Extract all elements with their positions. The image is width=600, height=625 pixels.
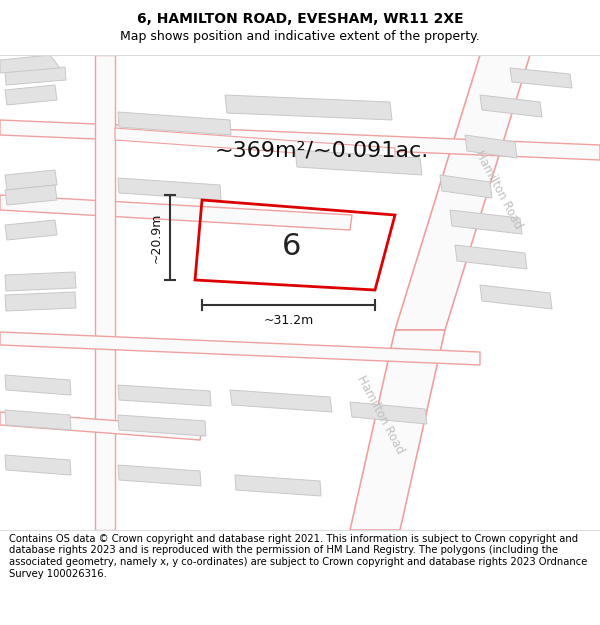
Text: Hamilton Road: Hamilton Road	[472, 149, 524, 231]
Polygon shape	[95, 55, 115, 530]
Polygon shape	[295, 150, 422, 175]
Polygon shape	[118, 112, 231, 135]
Polygon shape	[510, 68, 572, 88]
Polygon shape	[0, 195, 352, 230]
Polygon shape	[440, 175, 492, 198]
Polygon shape	[5, 410, 71, 430]
Polygon shape	[5, 455, 71, 475]
Polygon shape	[118, 415, 206, 436]
Polygon shape	[5, 185, 57, 205]
Polygon shape	[5, 375, 71, 395]
Text: Hamilton Road: Hamilton Road	[354, 374, 406, 456]
Polygon shape	[0, 120, 600, 160]
Text: 6, HAMILTON ROAD, EVESHAM, WR11 2XE: 6, HAMILTON ROAD, EVESHAM, WR11 2XE	[137, 12, 463, 26]
Polygon shape	[5, 67, 66, 85]
Polygon shape	[115, 128, 395, 160]
Polygon shape	[0, 55, 60, 73]
Polygon shape	[395, 55, 530, 330]
Polygon shape	[480, 285, 552, 309]
Polygon shape	[118, 465, 201, 486]
Polygon shape	[480, 95, 542, 117]
Text: Contains OS data © Crown copyright and database right 2021. This information is : Contains OS data © Crown copyright and d…	[9, 534, 587, 579]
Polygon shape	[465, 135, 517, 158]
Polygon shape	[5, 85, 57, 105]
Text: ~369m²/~0.091ac.: ~369m²/~0.091ac.	[215, 140, 429, 160]
Polygon shape	[350, 402, 427, 424]
Polygon shape	[5, 170, 57, 190]
Polygon shape	[5, 220, 57, 240]
Polygon shape	[350, 330, 445, 530]
Polygon shape	[455, 245, 527, 269]
Text: 6: 6	[282, 232, 301, 261]
Polygon shape	[118, 178, 221, 200]
Text: ~20.9m: ~20.9m	[149, 213, 163, 262]
Polygon shape	[230, 390, 332, 412]
Polygon shape	[118, 385, 211, 406]
Text: ~31.2m: ~31.2m	[263, 314, 314, 326]
Polygon shape	[0, 332, 480, 365]
Polygon shape	[235, 475, 321, 496]
Polygon shape	[0, 55, 600, 530]
Text: Map shows position and indicative extent of the property.: Map shows position and indicative extent…	[120, 30, 480, 43]
Polygon shape	[225, 95, 392, 120]
Polygon shape	[0, 412, 202, 440]
Polygon shape	[450, 210, 522, 234]
Polygon shape	[5, 272, 76, 291]
Polygon shape	[5, 292, 76, 311]
